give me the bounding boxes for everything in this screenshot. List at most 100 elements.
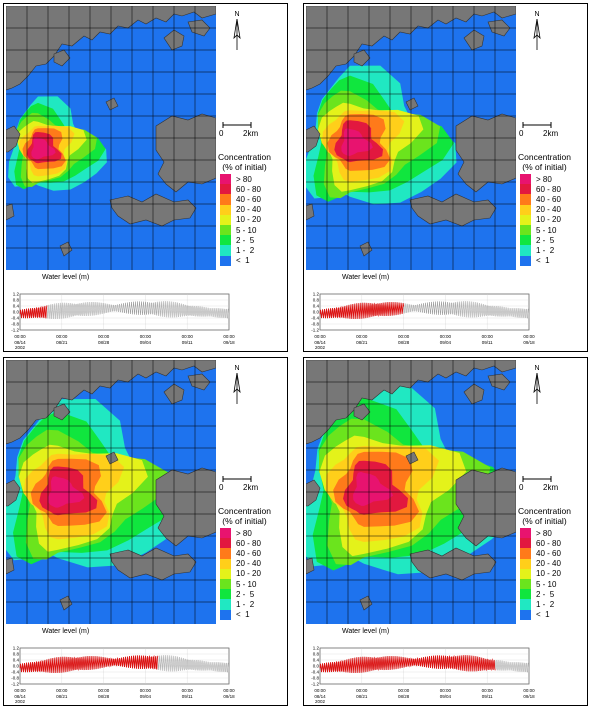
land-area xyxy=(6,557,15,575)
y-tick-label: 0.0 xyxy=(13,310,20,315)
y-tick-label: 1.2 xyxy=(313,292,320,297)
legend-swatch xyxy=(520,204,531,215)
x-tick-date: 09/18 xyxy=(523,694,535,699)
legend-label: 2 - 5 xyxy=(536,589,555,599)
x-tick-time: 00:00 xyxy=(314,688,326,693)
y-tick-label: 0.8 xyxy=(313,298,320,303)
map-panel-1: N 0 2km Concentration (% of initial) > 80 60 -… xyxy=(3,3,288,352)
north-arrow-icon: N xyxy=(230,362,244,406)
legend-item: 40 - 60 xyxy=(220,194,261,205)
legend-item: > 80 xyxy=(220,528,261,539)
legend-label: 5 - 10 xyxy=(536,225,557,235)
legend-item: 60 - 80 xyxy=(520,538,561,549)
x-tick-time: 00:00 xyxy=(223,334,235,339)
x-tick-time: 00:00 xyxy=(98,688,110,693)
legend-title-text: Concentration xyxy=(518,152,571,162)
legend-label: < 1 xyxy=(536,610,550,620)
y-tick-label: -0.8 xyxy=(11,322,19,327)
map-panel-4: N 0 2km Concentration (% of initial) > 80 60 -… xyxy=(303,357,588,706)
legend-item: 60 - 80 xyxy=(220,538,261,549)
legend-label: 40 - 60 xyxy=(236,548,261,558)
x-tick-date: 08/21 xyxy=(56,340,68,345)
land-area xyxy=(105,97,119,111)
x-tick-time: 00:00 xyxy=(356,688,368,693)
water-level-chart: 1.2 0.8 0.4 0.0 -0.4 -0.8 -1.2 00:00 08/14 00:00 0… xyxy=(6,626,286,705)
x-tick-date: 09/11 xyxy=(182,694,193,699)
legend-label: > 80 xyxy=(536,174,552,184)
year-label: 2002 xyxy=(15,699,26,704)
legend-item: 5 - 10 xyxy=(220,578,261,590)
legend-swatch xyxy=(220,578,231,590)
legend-swatch xyxy=(520,174,531,185)
land-area xyxy=(155,467,216,547)
legend-swatch xyxy=(220,538,231,549)
year-label: 2002 xyxy=(15,345,26,350)
legend-item: 40 - 60 xyxy=(520,194,561,205)
legend-label: 1 - 2 xyxy=(236,245,255,255)
legend-item: < 1 xyxy=(220,255,261,266)
legend-item: 5 - 10 xyxy=(520,224,561,236)
y-tick-label: -0.4 xyxy=(11,670,19,675)
legend-swatch xyxy=(520,558,531,569)
legend-swatch xyxy=(220,255,231,266)
legend-label: 2 - 5 xyxy=(536,235,555,245)
legend-swatch xyxy=(220,174,231,185)
x-tick-date: 09/18 xyxy=(223,694,235,699)
legend-swatch xyxy=(220,204,231,215)
x-tick-time: 00:00 xyxy=(523,334,535,339)
legend-label: 60 - 80 xyxy=(236,184,261,194)
y-tick-label: -1.2 xyxy=(11,328,19,333)
legend-item: 2 - 5 xyxy=(520,235,561,246)
legend-item: > 80 xyxy=(520,528,561,539)
north-label: N xyxy=(534,365,539,372)
x-tick-time: 00:00 xyxy=(440,334,452,339)
legend-title: Concentration (% of initial) xyxy=(218,152,271,172)
scale-bar: 0 2km xyxy=(217,475,269,495)
svg-text:0: 0 xyxy=(519,129,524,138)
legend-swatch xyxy=(520,568,531,579)
x-tick-time: 00:00 xyxy=(398,334,410,339)
svg-text:0: 0 xyxy=(219,483,224,492)
legend-item: 60 - 80 xyxy=(220,184,261,195)
x-tick-date: 09/18 xyxy=(223,340,235,345)
year-label: 2002 xyxy=(315,345,326,350)
legend-item: 20 - 40 xyxy=(220,204,261,215)
land-area xyxy=(455,113,516,193)
x-tick-date: 08/14 xyxy=(314,340,326,345)
y-tick-label: 0.0 xyxy=(313,310,320,315)
legend-item: 1 - 2 xyxy=(220,245,261,256)
x-tick-date: 08/21 xyxy=(356,694,368,699)
x-tick-time: 00:00 xyxy=(356,334,368,339)
concentration-legend: > 80 60 - 80 40 - 60 20 - 40 10 - 20 5 - 10 2 … xyxy=(220,528,261,620)
land-area xyxy=(6,203,15,221)
legend-label: > 80 xyxy=(236,174,252,184)
legend-item: 10 - 20 xyxy=(220,568,261,579)
legend-label: 60 - 80 xyxy=(236,538,261,548)
north-label: N xyxy=(234,11,239,18)
x-tick-time: 00:00 xyxy=(314,334,326,339)
legend-item: < 1 xyxy=(520,609,561,620)
land-area xyxy=(455,467,516,547)
legend-swatch xyxy=(220,184,231,195)
y-tick-label: -0.8 xyxy=(311,322,319,327)
land-area xyxy=(6,6,216,91)
svg-text:2km: 2km xyxy=(243,483,258,492)
legend-swatch xyxy=(220,589,231,600)
legend-item: 20 - 40 xyxy=(220,558,261,569)
legend-item: 40 - 60 xyxy=(520,548,561,559)
legend-label: 10 - 20 xyxy=(536,215,561,225)
y-tick-label: 0.4 xyxy=(13,304,20,309)
water-level-title: Water level (m) xyxy=(40,628,92,635)
x-tick-time: 00:00 xyxy=(14,688,26,693)
legend-item: 2 - 5 xyxy=(520,589,561,600)
legend-swatch xyxy=(520,609,531,620)
legend-item: 60 - 80 xyxy=(520,184,561,195)
x-tick-date: 09/11 xyxy=(482,694,493,699)
x-tick-time: 00:00 xyxy=(98,334,110,339)
y-tick-label: -0.8 xyxy=(11,676,19,681)
svg-text:2km: 2km xyxy=(543,483,558,492)
land-area xyxy=(353,403,371,421)
x-tick-time: 00:00 xyxy=(182,334,194,339)
x-tick-time: 00:00 xyxy=(56,688,68,693)
x-tick-time: 00:00 xyxy=(398,688,410,693)
